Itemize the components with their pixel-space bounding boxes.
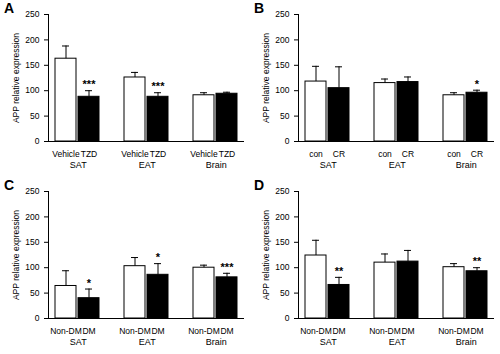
svg-text:200: 200 xyxy=(275,35,289,45)
svg-text:DM: DM xyxy=(82,326,95,336)
svg-text:DM: DM xyxy=(220,326,233,336)
svg-text:Non-DM: Non-DM xyxy=(369,326,401,336)
svg-text:EAT: EAT xyxy=(389,160,406,170)
svg-text:Brain: Brain xyxy=(206,160,227,170)
svg-text:Non-DM: Non-DM xyxy=(119,326,151,336)
svg-text:DM: DM xyxy=(470,326,483,336)
html-text:C: C xyxy=(4,177,15,193)
svg-text:Vehicle: Vehicle xyxy=(52,149,80,159)
svg-text:250: 250 xyxy=(25,9,39,19)
svg-text:EAT: EAT xyxy=(139,337,156,347)
svg-text:EAT: EAT xyxy=(389,337,406,347)
svg-text:50: 50 xyxy=(30,111,40,121)
svg-text:***: *** xyxy=(152,80,166,92)
svg-text:APP relative expression: APP relative expression xyxy=(11,33,21,123)
svg-text:**: ** xyxy=(473,255,482,267)
svg-text:Non-DM: Non-DM xyxy=(188,326,220,336)
svg-text:250: 250 xyxy=(25,186,39,196)
svg-text:***: *** xyxy=(221,261,235,273)
svg-text:0: 0 xyxy=(285,313,290,323)
svg-text:Non-DM: Non-DM xyxy=(50,326,82,336)
svg-text:APP relative expression: APP relative expression xyxy=(261,33,271,123)
svg-text:Non-DM: Non-DM xyxy=(300,326,332,336)
svg-text:Brain: Brain xyxy=(456,160,477,170)
svg-text:150: 150 xyxy=(25,60,39,70)
svg-text:Brain: Brain xyxy=(456,337,477,347)
svg-text:200: 200 xyxy=(25,35,39,45)
svg-text:con: con xyxy=(447,149,461,159)
svg-text:150: 150 xyxy=(275,60,289,70)
svg-text:CR: CR xyxy=(471,149,483,159)
svg-text:50: 50 xyxy=(30,288,40,298)
svg-text:SAT: SAT xyxy=(320,160,337,170)
svg-text:EAT: EAT xyxy=(139,160,156,170)
svg-text:100: 100 xyxy=(25,85,39,95)
svg-text:Brain: Brain xyxy=(206,337,227,347)
svg-text:TZD: TZD xyxy=(81,149,98,159)
svg-text:200: 200 xyxy=(275,212,289,222)
svg-text:50: 50 xyxy=(280,111,290,121)
svg-text:DM: DM xyxy=(332,326,345,336)
svg-text:50: 50 xyxy=(280,288,290,298)
svg-text:Non-DM: Non-DM xyxy=(438,326,470,336)
html-text:D: D xyxy=(254,177,265,193)
svg-text:con: con xyxy=(378,149,392,159)
svg-text:250: 250 xyxy=(275,9,289,19)
svg-text:100: 100 xyxy=(275,262,289,272)
svg-text:con: con xyxy=(309,149,323,159)
html-text:B: B xyxy=(254,0,265,16)
svg-text:APP relative expression: APP relative expression xyxy=(11,210,21,300)
svg-text:CR: CR xyxy=(333,149,345,159)
svg-text:*: * xyxy=(156,251,161,263)
svg-text:Vehicle: Vehicle xyxy=(121,149,149,159)
svg-text:150: 150 xyxy=(275,237,289,247)
svg-text:SAT: SAT xyxy=(70,160,87,170)
svg-text:0: 0 xyxy=(285,136,290,146)
svg-text:**: ** xyxy=(335,265,344,277)
svg-text:250: 250 xyxy=(275,186,289,196)
svg-text:0: 0 xyxy=(35,136,40,146)
svg-text:0: 0 xyxy=(35,313,40,323)
svg-text:CR: CR xyxy=(402,149,414,159)
html-text:A: A xyxy=(4,0,15,16)
svg-text:TZD: TZD xyxy=(150,149,167,159)
svg-text:SAT: SAT xyxy=(320,337,337,347)
svg-text:*: * xyxy=(475,78,480,90)
svg-text:100: 100 xyxy=(25,262,39,272)
svg-text:*: * xyxy=(87,277,92,289)
svg-text:***: *** xyxy=(83,78,97,90)
svg-text:SAT: SAT xyxy=(70,337,87,347)
svg-text:200: 200 xyxy=(25,212,39,222)
svg-text:150: 150 xyxy=(25,237,39,247)
svg-text:DM: DM xyxy=(151,326,164,336)
svg-text:TZD: TZD xyxy=(219,149,236,159)
svg-text:Vehicle: Vehicle xyxy=(190,149,218,159)
svg-text:APP relative expression: APP relative expression xyxy=(261,210,271,300)
svg-text:DM: DM xyxy=(401,326,414,336)
svg-text:100: 100 xyxy=(275,85,289,95)
